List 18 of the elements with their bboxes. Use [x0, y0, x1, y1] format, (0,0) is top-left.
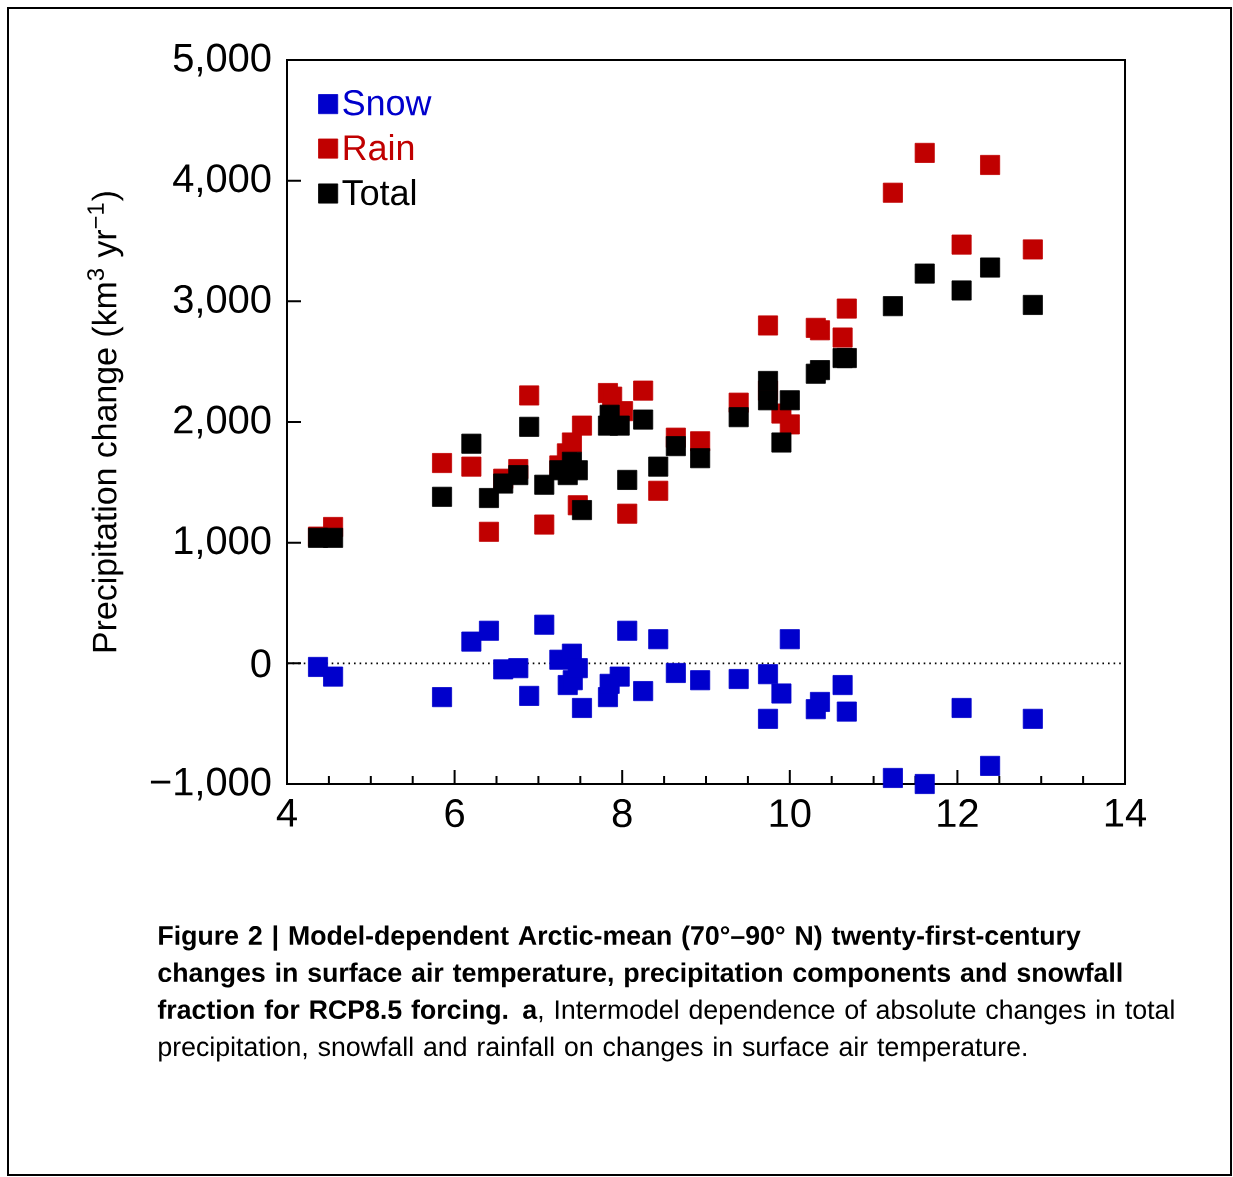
legend-label: Rain [344, 134, 414, 161]
legend-label: Snow [343, 90, 432, 116]
y-tick-label: 3,000 [173, 284, 271, 318]
y-tick-label: 1,000 [175, 526, 271, 560]
x-tick-label: 14 [1105, 799, 1146, 827]
x-tick-label: 6 [445, 799, 464, 828]
legend-label: Total [342, 179, 416, 206]
text: Figure 2 | Model-dependent Arctic-mean (70°–90° N) twenty-first-century changes in surface air temperature, precipitation components and snowfall fraction for RCP8.5 forcing. a, Intermodel dependence of absolute changes in total precipitation, snowfall and rainfall on changes in surface air temperature. [157, 925, 1174, 1062]
y-tick-label: 0 [251, 649, 271, 678]
x-tick-label: 4 [276, 799, 297, 827]
y-tick-label: 2,000 [174, 405, 271, 439]
y-tick-label: 4,000 [173, 164, 271, 198]
y-axis-title: Precipitation change (km$^{3}$ yr$^{−1}$) [87, 192, 124, 652]
x-tick-label: 8 [612, 799, 632, 828]
y-tick-label: −1,000 [150, 767, 271, 801]
y-tick-label: 5,000 [173, 43, 271, 77]
x-tick-label: 10 [770, 799, 811, 828]
x-tick-label: 12 [938, 799, 978, 827]
